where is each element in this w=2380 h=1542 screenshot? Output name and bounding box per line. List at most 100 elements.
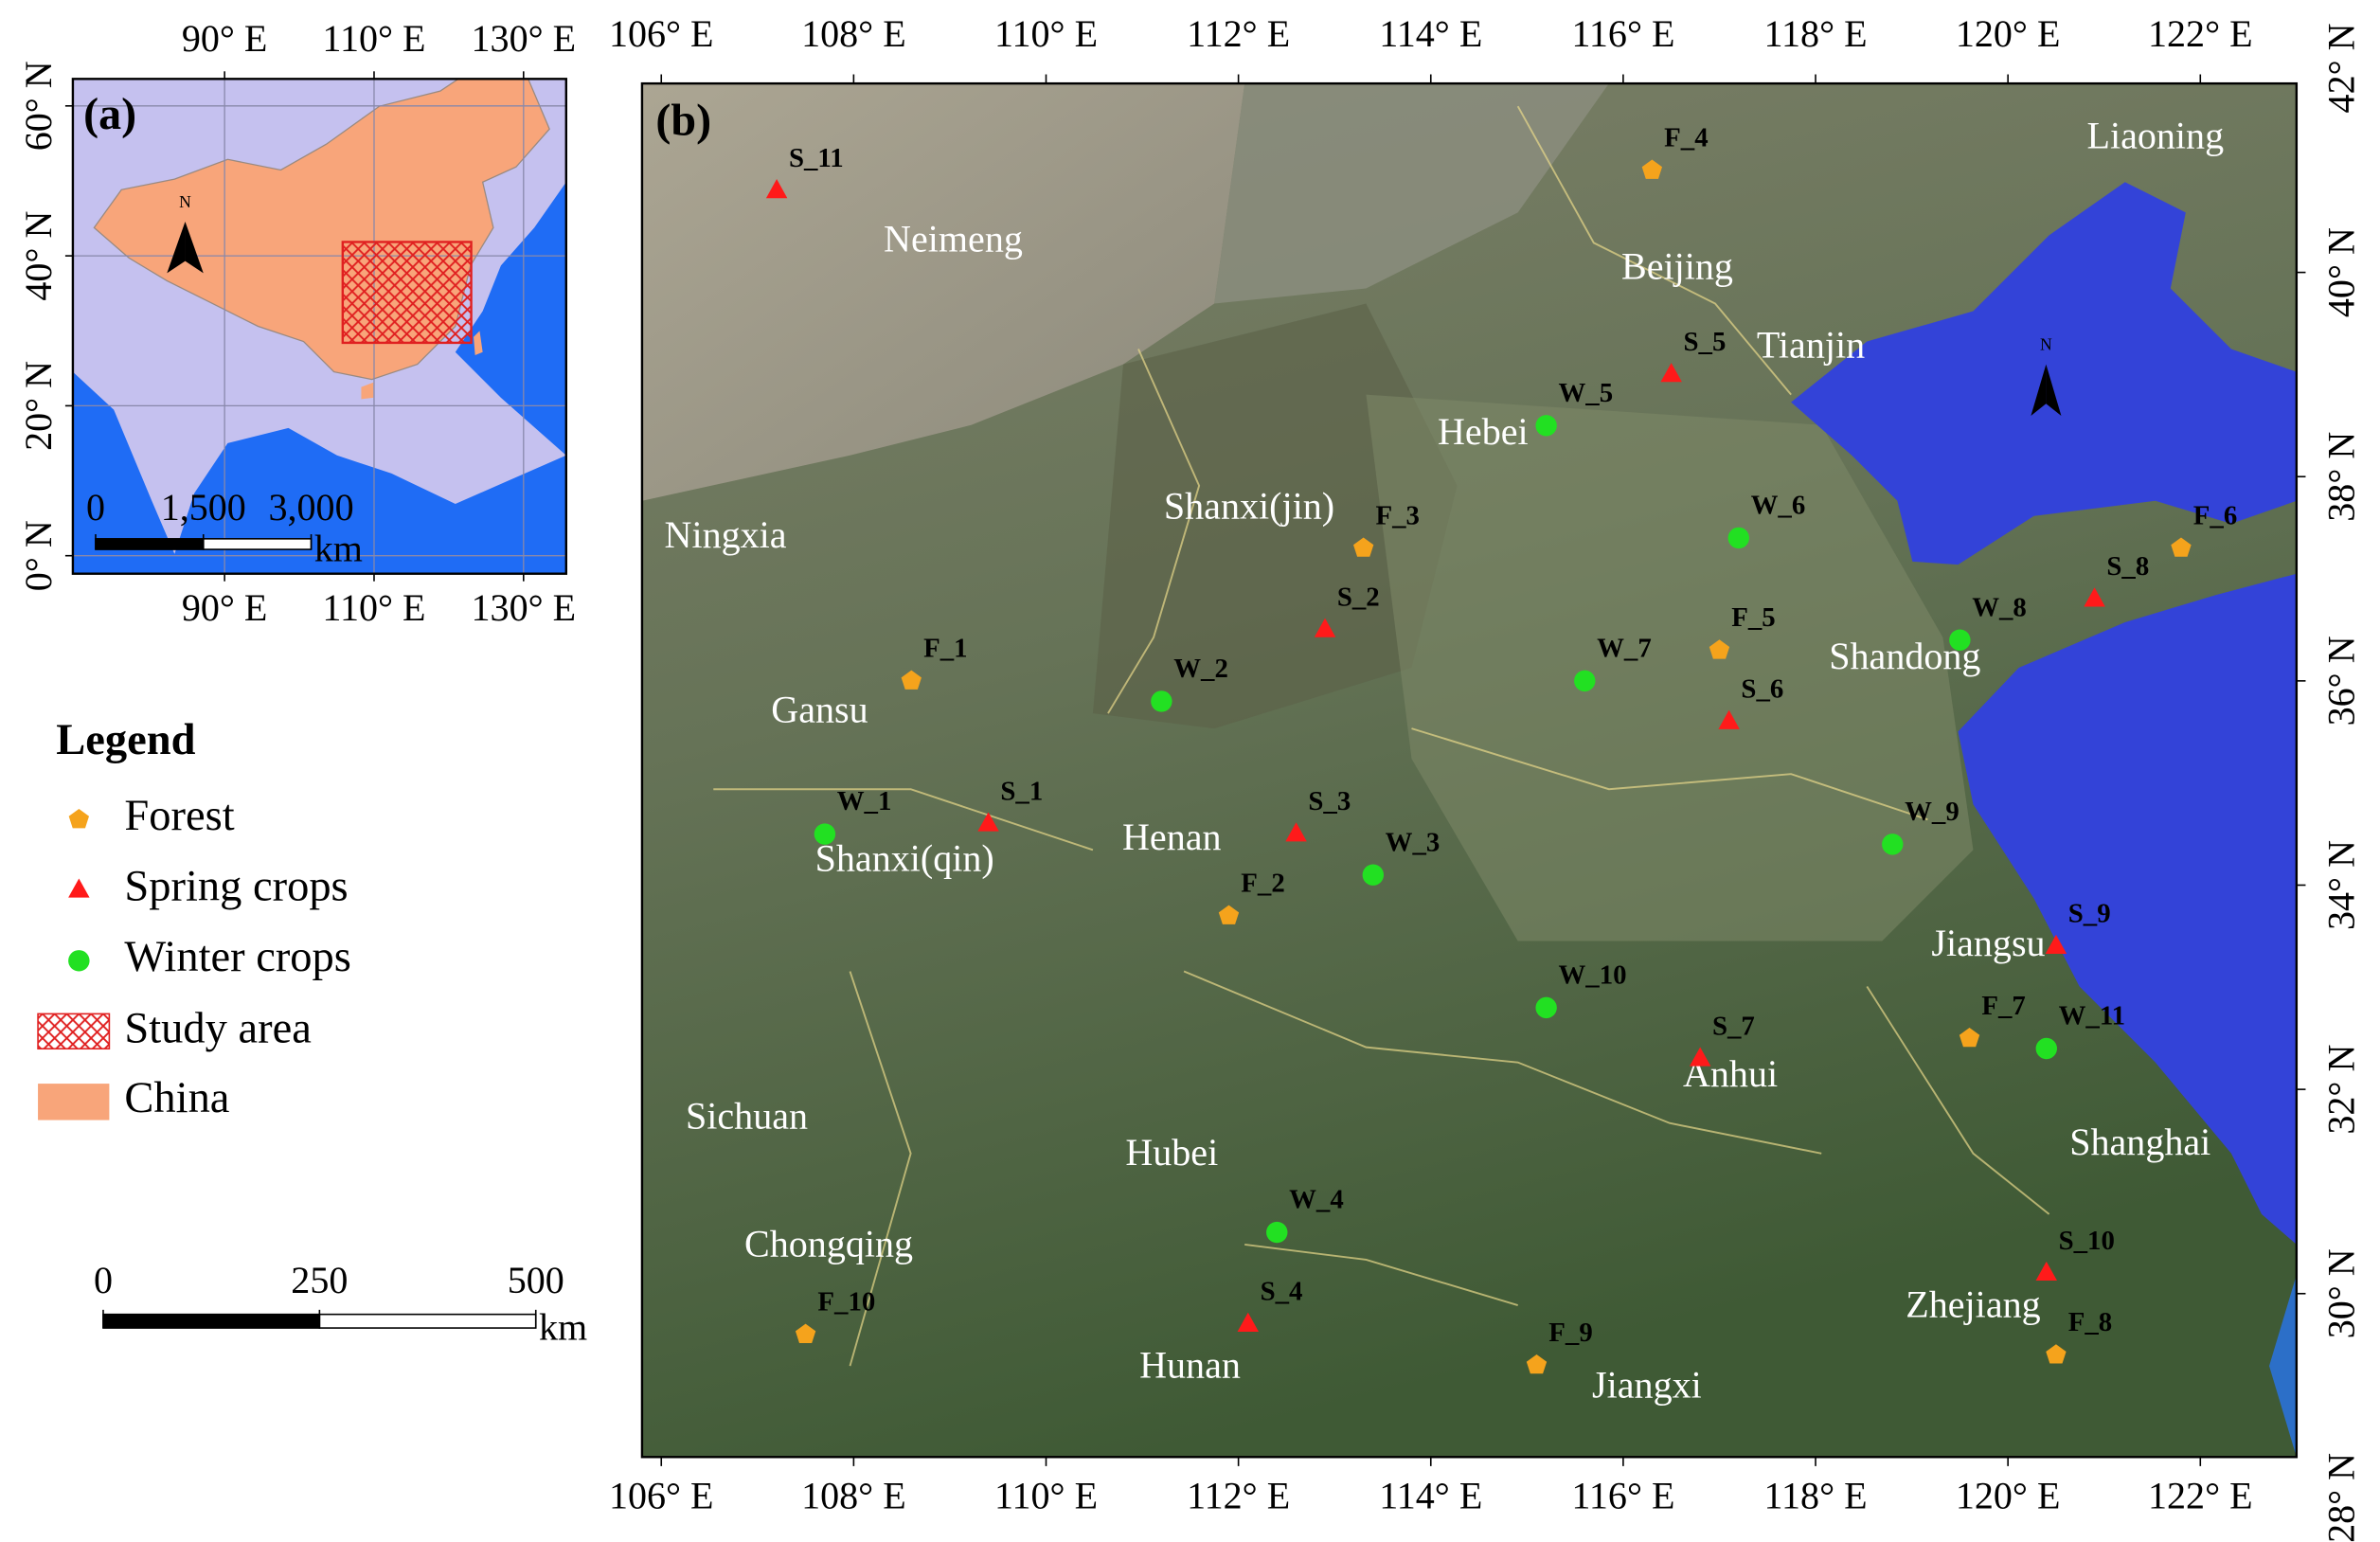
site-label: F_2 <box>1241 868 1284 898</box>
scale-label: 3,000 <box>268 486 353 529</box>
province-label: Neimeng <box>884 218 1023 260</box>
site-marker <box>814 823 836 845</box>
site-marker <box>1237 1312 1260 1332</box>
y-tick-label: 40° N <box>17 211 60 301</box>
site-marker <box>795 1323 816 1343</box>
x-tick-label: 118° E <box>1763 1474 1867 1516</box>
x-tick-label: 106° E <box>609 1474 714 1516</box>
site-label: S_10 <box>2059 1226 2115 1256</box>
x-tick-label: 106° E <box>609 12 714 55</box>
scale-label: 0 <box>86 486 105 529</box>
site-marker <box>1285 822 1307 842</box>
y-tick-label: 36° N <box>2319 636 2362 726</box>
site-marker <box>68 878 90 898</box>
site-label: F_3 <box>1375 500 1419 530</box>
site-marker <box>1882 834 1904 855</box>
site-marker <box>2046 1344 2067 1364</box>
site-label: S_2 <box>1337 583 1380 613</box>
site-label: S_9 <box>2068 899 2111 929</box>
province-label: Henan <box>1122 816 1222 858</box>
site-label: F_1 <box>923 633 967 663</box>
site-label: W_1 <box>837 786 892 816</box>
legend: Forest Spring crops Winter crops Study area… <box>37 792 351 1122</box>
province-label: Beijing <box>1621 244 1733 287</box>
north-label: N <box>2040 334 2052 353</box>
site-label: F_8 <box>2068 1307 2112 1337</box>
site-marker <box>1314 618 1336 637</box>
site-marker <box>1362 864 1385 886</box>
site-label: S_11 <box>789 143 844 173</box>
site-label: F_6 <box>2193 500 2237 530</box>
legend-swatch <box>38 1084 110 1121</box>
scale-segment <box>95 538 205 550</box>
scale-label: 250 <box>291 1259 348 1301</box>
x-tick-label: 90° E <box>182 17 268 60</box>
site-marker <box>901 670 922 690</box>
site-marker <box>1709 639 1730 659</box>
site-marker <box>1959 1028 1980 1048</box>
x-tick-label: 114° E <box>1379 1474 1482 1516</box>
x-tick-label: 114° E <box>1379 12 1482 55</box>
y-tick-label: 0° N <box>17 520 60 591</box>
site-label: W_4 <box>1289 1185 1344 1215</box>
site-marker <box>1526 1354 1548 1374</box>
x-tick-label: 90° E <box>182 586 268 629</box>
legend-label: China <box>124 1074 229 1122</box>
site-label: F_9 <box>1548 1318 1592 1348</box>
site-marker <box>2171 537 2192 557</box>
province-label: Sichuan <box>686 1095 808 1138</box>
site-label: F_10 <box>817 1286 875 1317</box>
graticule <box>72 79 566 574</box>
site-label: F_7 <box>1981 991 2025 1021</box>
site-label: S_5 <box>1684 327 1727 357</box>
site-label: W_2 <box>1173 654 1228 684</box>
y-tick-label: 28° N <box>2319 1453 2362 1542</box>
scale-unit: km <box>539 1305 587 1348</box>
pacific-ocean <box>455 182 566 456</box>
site-label: S_7 <box>1712 1011 1755 1041</box>
province-label: Zhejiang <box>1906 1282 2040 1325</box>
site-marker <box>68 809 90 829</box>
panel-label: (a) <box>83 89 136 139</box>
site-marker <box>1718 709 1740 729</box>
x-tick-label: 112° E <box>1187 1474 1290 1516</box>
legend-label: Forest <box>124 792 234 840</box>
x-tick-label: 110° E <box>994 1474 1098 1516</box>
site-label: W_8 <box>1972 592 2027 622</box>
site-label: W_11 <box>2059 1001 2125 1031</box>
province-label: Hebei <box>1438 410 1529 453</box>
site-marker <box>977 812 999 832</box>
site-label: W_6 <box>1751 490 1806 520</box>
site-marker <box>1535 996 1557 1019</box>
site-label: W_10 <box>1558 959 1626 990</box>
province-label: Gansu <box>771 688 868 730</box>
province-label: Chongqing <box>744 1222 913 1264</box>
y-tick-label: 42° N <box>2319 23 2362 113</box>
x-tick-label: 120° E <box>1956 1474 2061 1516</box>
x-tick-label: 122° E <box>2148 1474 2253 1516</box>
scale-unit: km <box>314 527 363 569</box>
y-tick-label: 60° N <box>17 61 60 151</box>
site-marker <box>1574 670 1596 692</box>
panel-b-map <box>641 83 2297 1458</box>
site-marker <box>1689 1047 1711 1067</box>
y-tick-label: 30° N <box>2319 1248 2362 1338</box>
y-tick-label: 38° N <box>2319 432 2362 522</box>
legend-label: Study area <box>124 1004 311 1052</box>
site-marker <box>1727 527 1749 549</box>
province-label: Jiangsu <box>1931 922 2045 964</box>
x-tick-label: 116° E <box>1571 12 1674 55</box>
site-marker <box>1353 537 1374 557</box>
indian-ocean <box>72 371 566 574</box>
site-label: S_4 <box>1261 1277 1303 1307</box>
desert <box>641 83 1245 501</box>
site-label: W_9 <box>1905 797 1959 827</box>
yellow-sea <box>1958 573 2297 1245</box>
panel-a-map <box>72 79 566 574</box>
panel-b-frame <box>640 81 2299 1459</box>
y-tick-label: 32° N <box>2319 1045 2362 1135</box>
scale-segment <box>318 1313 537 1329</box>
north-arrow: N <box>2031 334 2062 417</box>
